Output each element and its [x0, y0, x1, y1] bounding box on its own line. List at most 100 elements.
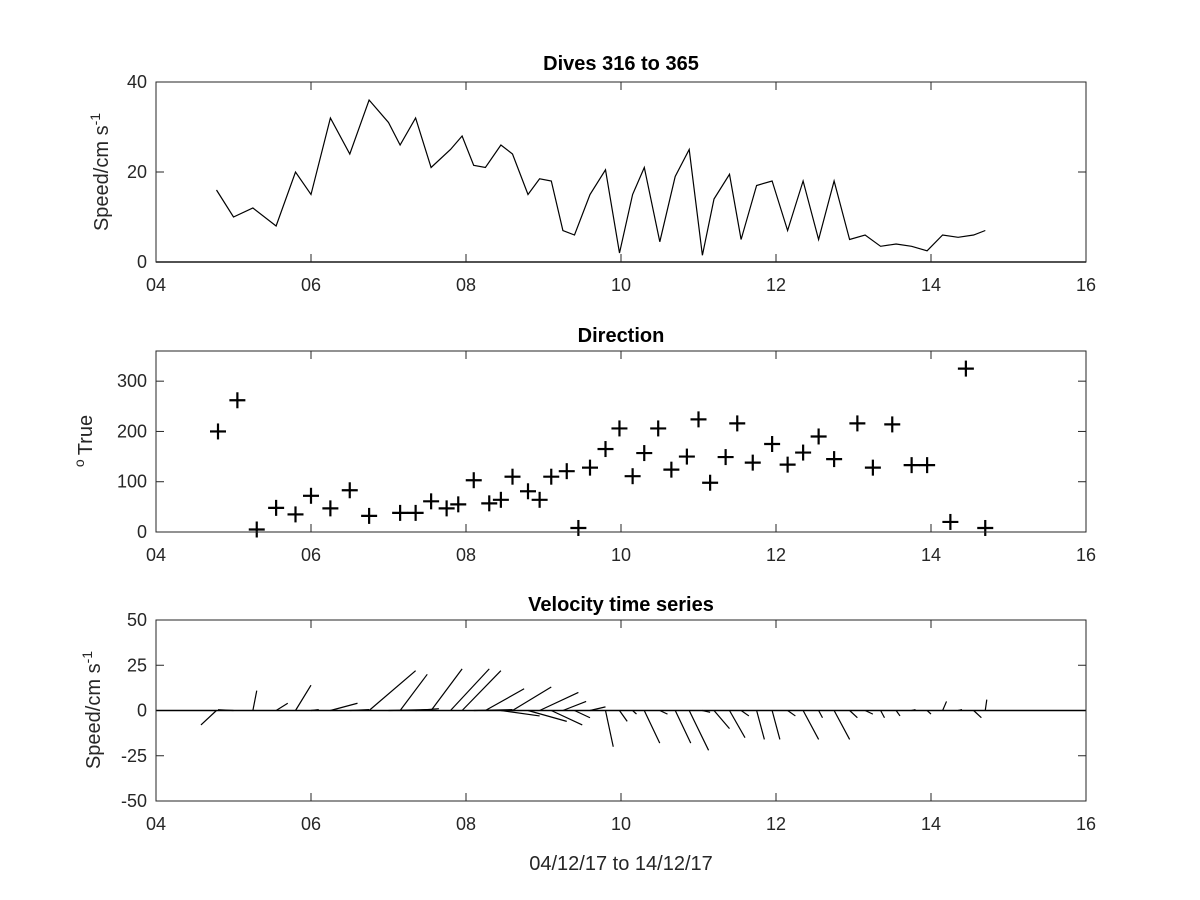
speed-xtick-label: 12 — [766, 275, 786, 295]
velocity-xtick-label: 04 — [146, 814, 166, 834]
velocity-stick — [485, 688, 525, 712]
velocity-stick — [562, 700, 587, 712]
velocity-xtick-label: 16 — [1076, 814, 1096, 834]
velocity-stick — [864, 709, 874, 715]
direction-ytick-label: 0 — [137, 522, 147, 542]
velocity-stick — [674, 710, 692, 744]
velocity-xtick-label: 14 — [921, 814, 941, 834]
velocity-stick — [942, 701, 948, 711]
velocity-stick — [984, 699, 988, 711]
direction-point — [611, 420, 628, 437]
direction-panel-ticks: 04 06 08 10 12 14 16 0 100 200 300 — [117, 351, 1096, 565]
speed-ytick-label: 20 — [127, 162, 147, 182]
velocity-stick — [688, 710, 710, 751]
velocity-stick — [604, 710, 614, 747]
velocity-ytick-label: -50 — [121, 791, 147, 811]
speed-xtick-label: 14 — [921, 275, 941, 295]
velocity-stick — [500, 709, 540, 717]
speed-panel-frame — [155, 81, 1087, 263]
direction-point — [570, 519, 587, 536]
direction-point — [465, 472, 482, 489]
velocity-panel-title: Velocity time series — [528, 594, 714, 616]
velocity-stick — [756, 710, 765, 740]
velocity-stick — [512, 686, 552, 712]
direction-point — [520, 483, 536, 500]
direction-point — [287, 506, 304, 523]
velocity-stick — [973, 710, 982, 719]
direction-point — [248, 521, 265, 538]
direction-panel-ylabel: o True — [71, 415, 97, 467]
direction-point — [650, 420, 667, 437]
velocity-panel-ylabel-sup: -1 — [79, 651, 95, 664]
velocity-xtick-label: 12 — [766, 814, 786, 834]
velocity-stick — [415, 708, 439, 712]
direction-point — [392, 504, 409, 521]
speed-xtick-label: 10 — [611, 275, 631, 295]
velocity-xtick-label: 08 — [456, 814, 476, 834]
speed-ytick-label: 0 — [137, 252, 147, 272]
velocity-stick — [833, 710, 851, 740]
direction-point — [729, 415, 746, 432]
direction-point — [504, 468, 521, 485]
figure-xlabel: 04/12/17 to 14/12/17 — [529, 853, 713, 875]
direction-point — [543, 468, 560, 485]
velocity-ytick-label: 50 — [127, 610, 147, 630]
velocity-stick — [802, 710, 820, 740]
direction-point — [423, 493, 440, 510]
speed-xtick-label: 16 — [1076, 275, 1096, 295]
direction-point — [744, 454, 761, 471]
direction-panel: Direction o True 04 06 08 10 12 14 16 0 100 200 300 — [71, 325, 1096, 565]
speed-panel-ylabel-sup: -1 — [87, 113, 103, 126]
direction-point — [531, 491, 548, 508]
velocity-xtick-label: 06 — [301, 814, 321, 834]
direction-point — [942, 513, 959, 530]
direction-point — [903, 457, 920, 474]
speed-panel-ylabel: Speed/cm s-1 — [87, 113, 113, 231]
direction-point — [582, 459, 598, 476]
velocity-ytick-label: 0 — [137, 701, 147, 721]
direction-xtick-label: 12 — [766, 545, 786, 565]
direction-xtick-label: 14 — [921, 545, 941, 565]
direction-point — [795, 444, 812, 461]
velocity-panel-ylabel-main: Speed/cm s — [83, 663, 105, 769]
direction-point — [624, 468, 641, 485]
velocity-stick — [294, 684, 312, 711]
velocity-stick — [818, 710, 824, 719]
direction-point — [702, 474, 719, 491]
direction-ytick-label: 300 — [117, 371, 147, 391]
direction-point — [957, 360, 974, 377]
velocity-panel-ylabel: Speed/cm s-1 — [79, 651, 105, 769]
velocity-stick — [713, 710, 730, 729]
direction-point — [303, 487, 319, 504]
velocity-stick — [430, 668, 463, 711]
direction-point — [764, 436, 781, 453]
velocity-stick — [702, 709, 711, 713]
direction-point — [636, 445, 653, 462]
direction-point — [849, 415, 866, 432]
speed-xtick-label: 08 — [456, 275, 476, 295]
speed-panel-title: Dives 316 to 365 — [543, 53, 699, 75]
velocity-stick — [461, 670, 502, 711]
direction-point — [210, 423, 226, 440]
direction-point — [717, 449, 734, 466]
velocity-stick — [574, 709, 591, 719]
speed-panel-ticks: 04 06 08 10 12 14 16 0 20 40 — [127, 72, 1096, 295]
velocity-stick — [659, 709, 668, 715]
direction-point — [322, 500, 339, 517]
velocity-stick — [275, 702, 289, 712]
direction-point — [407, 504, 424, 521]
direction-point — [690, 411, 707, 428]
direction-point — [597, 441, 614, 458]
velocity-stick — [926, 710, 932, 715]
direction-panel-plot — [210, 360, 994, 538]
velocity-stick — [450, 668, 490, 711]
velocity-ytick-label: -25 — [121, 746, 147, 766]
direction-point — [977, 519, 994, 536]
direction-ytick-label: 200 — [117, 421, 147, 441]
speed-panel-ylabel-main: Speed/cm s — [91, 125, 113, 231]
direction-point — [341, 482, 358, 499]
direction-point — [884, 416, 901, 433]
velocity-stick — [787, 710, 796, 717]
velocity-panel-frame — [155, 619, 1087, 802]
